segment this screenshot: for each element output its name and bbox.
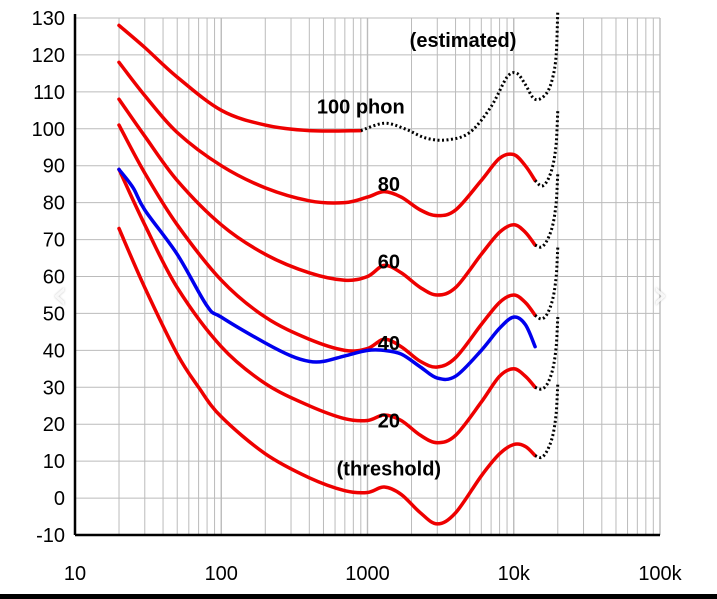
curve-annotations: (estimated) 100 phon 80 60 40 20 (threshold) [317, 30, 516, 480]
estimated-dotted-curve-7 [534, 246, 560, 321]
y-tick-label: 80 [43, 193, 65, 215]
estimated-dotted-curve-11 [534, 383, 560, 460]
curve-label: 40 [378, 333, 400, 355]
x-tick-label: 10 [64, 563, 86, 585]
y-tick-label: 50 [43, 303, 65, 325]
y-tick-label: 130 [32, 8, 65, 30]
y-tick-label: 10 [43, 451, 65, 473]
equal-loudness-curve-0 [117, 23, 363, 133]
x-tick-label: 100 [205, 563, 238, 585]
curve-label: 60 [378, 252, 400, 274]
x-tick-label: 100k [638, 563, 682, 585]
y-tick-label: 30 [43, 377, 65, 399]
axes [73, 14, 660, 537]
y-tick-label: 60 [43, 267, 65, 289]
x-tick-label: 10k [498, 563, 531, 585]
estimated-dotted-curve-3 [534, 110, 560, 188]
curve-label: 20 [378, 411, 400, 433]
series-group [117, 10, 560, 526]
y-tick-label: 110 [33, 82, 65, 104]
y-tick-label: -10 [36, 525, 65, 547]
y-tick-label: 70 [43, 230, 65, 252]
estimated-dotted-curve-1 [360, 10, 560, 142]
curve-label: 100 phon [317, 97, 405, 119]
y-tick-label: 100 [32, 119, 65, 141]
curve-label: (estimated) [410, 30, 517, 52]
y-tick-labels: -10 0 10 20 30 40 50 60 70 80 90 100 110 120 130 [32, 8, 65, 547]
y-tick-label: 90 [43, 156, 65, 178]
equal-loudness-curve-10 [117, 226, 537, 526]
equal-loudness-curve-2 [117, 60, 537, 218]
x-tick-labels: 10 100 1000 10k 100k [64, 563, 683, 585]
previous-image-chevron-icon[interactable]: ‹ [52, 272, 68, 318]
y-tick-label: 40 [43, 340, 65, 362]
y-tick-label: 120 [32, 45, 65, 67]
blue-comparison-curve [117, 167, 537, 382]
next-image-chevron-icon[interactable]: › [652, 272, 668, 318]
estimated-dotted-curve-9 [534, 317, 560, 391]
equal-loudness-curve-4 [117, 97, 537, 297]
equal-loudness-curve-6 [117, 123, 537, 369]
x-tick-label: 1000 [345, 563, 390, 585]
curve-label: 80 [378, 174, 400, 196]
curve-label: (threshold) [337, 459, 441, 481]
y-tick-label: 0 [54, 488, 65, 510]
y-tick-label: 20 [43, 414, 65, 436]
estimated-dotted-curve-5 [534, 173, 560, 249]
equal-loudness-curve-8 [117, 167, 537, 445]
bottom-border [0, 594, 717, 599]
